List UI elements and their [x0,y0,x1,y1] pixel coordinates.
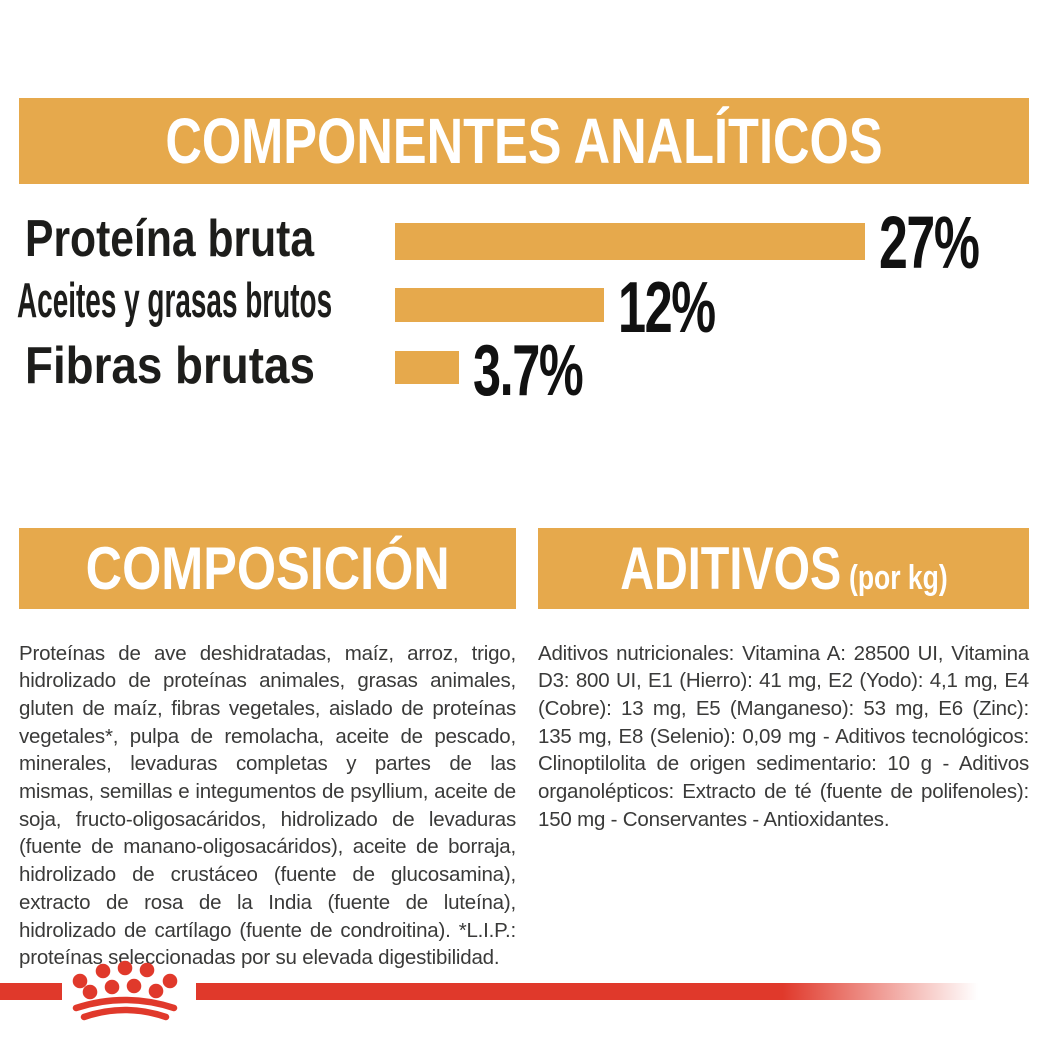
analytical-components-banner: COMPONENTES ANALÍTICOS [19,98,1029,184]
chart-category-label: Fibras brutas [25,337,315,395]
additives-banner: ADITIVOS (por kg) [538,528,1029,609]
chart-category-label: Proteína bruta [25,210,315,268]
crown-dots [72,960,178,1000]
chart-value-label: 12% [618,268,716,348]
crown-arcs [72,996,178,1021]
chart-bar [395,223,865,260]
additives-title-group: ADITIVOS (por kg) [619,534,948,602]
analytical-components-title: COMPONENTES ANALÍTICOS [165,105,883,177]
chart-category-label: Aceites y grasas brutos [17,274,333,328]
composition-banner: COMPOSICIÓN [19,528,516,609]
brand-stripe [0,983,978,1000]
royal-canin-crown-icon [72,960,178,1021]
chart-value-label: 27% [879,201,980,284]
analytical-components-chart: Proteína bruta 27% Aceites y grasas brut… [0,0,1049,420]
additives-body: Aditivos nutricionales: Vitamina A: 2850… [538,641,1029,831]
chart-bar [395,351,459,384]
additives-title-suffix: (por kg) [848,558,948,597]
chart-value-label: 3.7% [473,331,584,411]
additives-title: ADITIVOS [619,534,841,602]
composition-body: Proteínas de ave deshidratadas, maíz, ar… [19,641,516,970]
chart-bar [395,288,604,322]
composition-title: COMPOSICIÓN [85,534,450,602]
